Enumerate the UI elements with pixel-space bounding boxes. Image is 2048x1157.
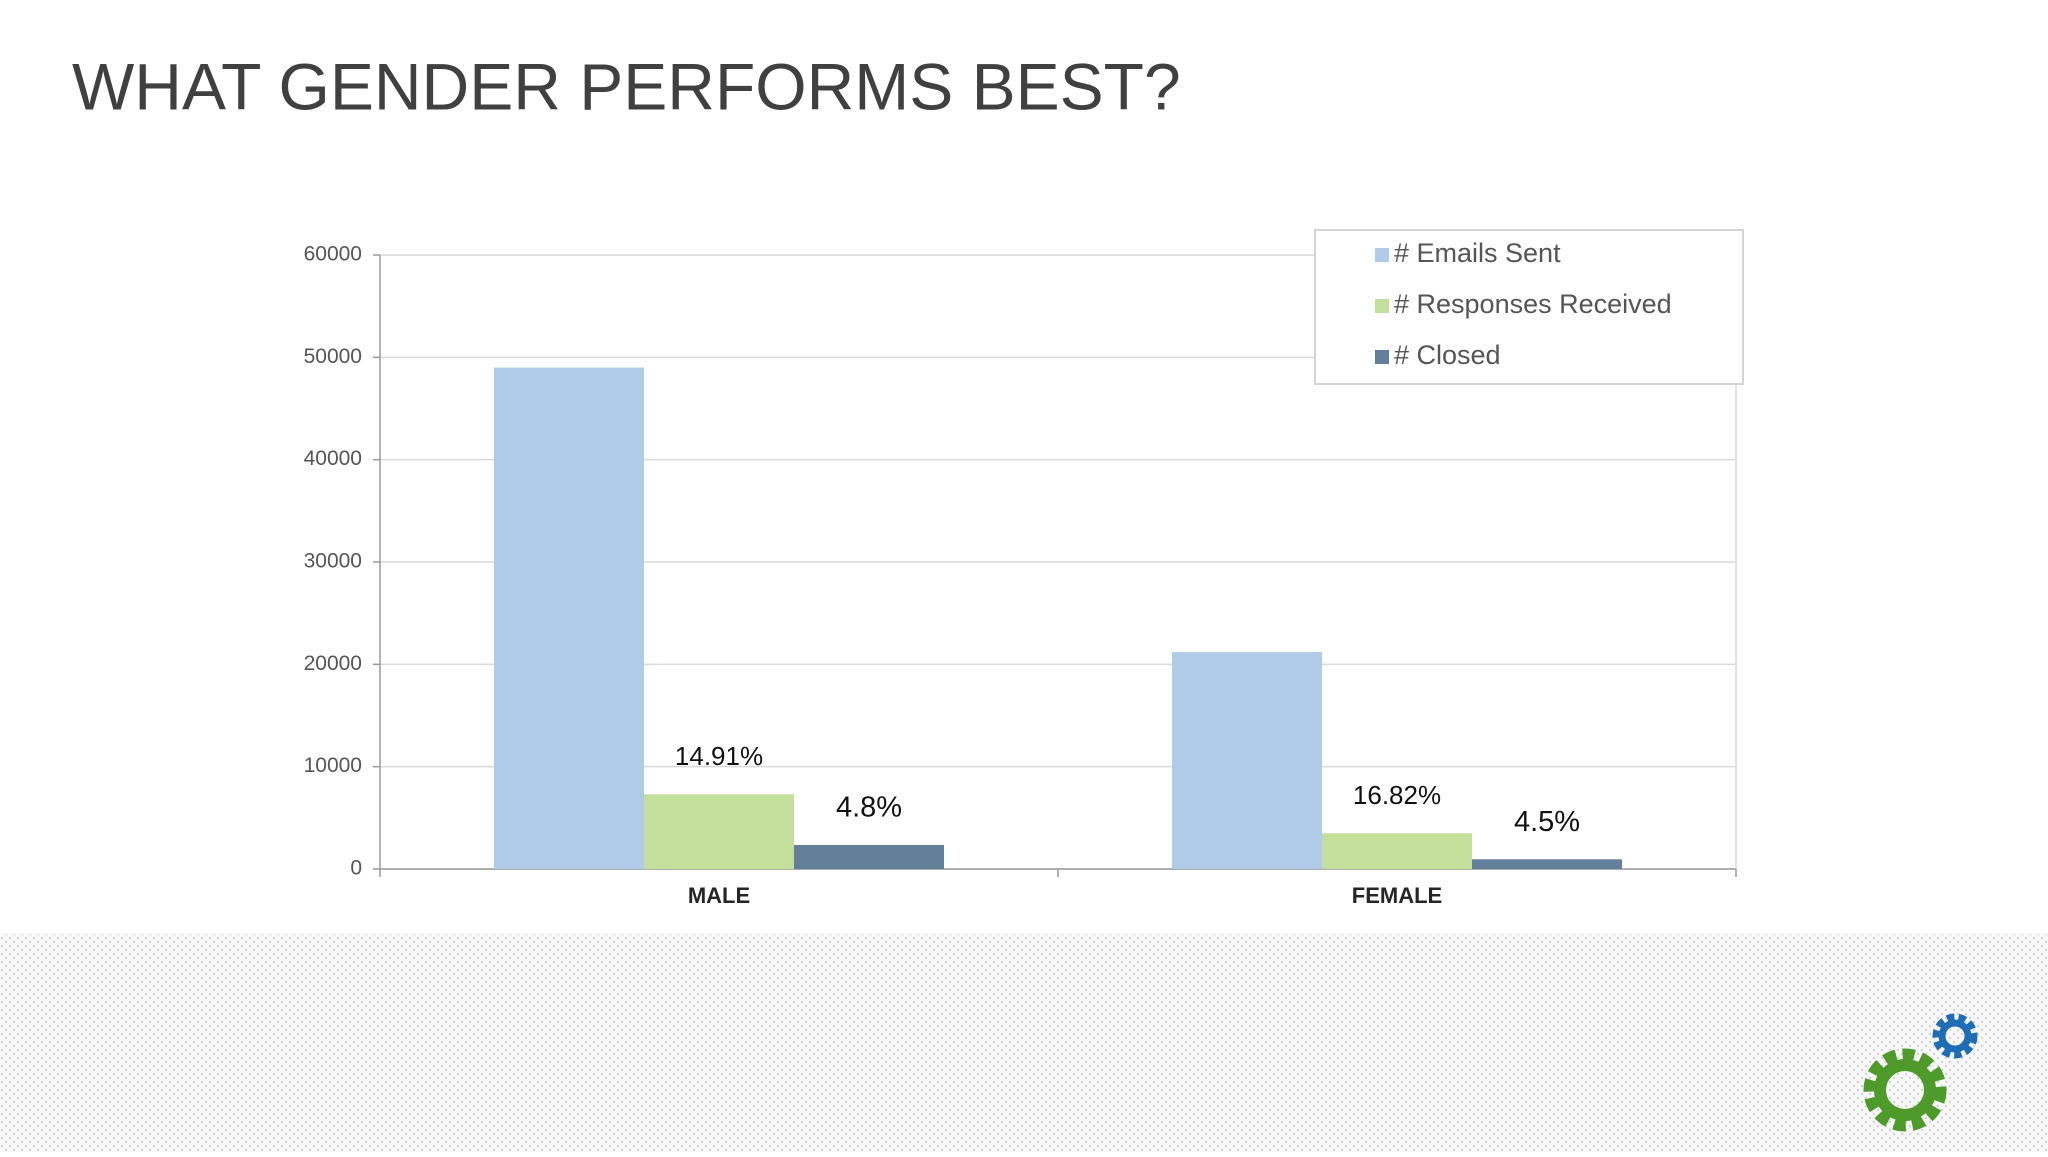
y-tick-label: 0 [350, 857, 362, 880]
y-tick-label: 20000 [304, 652, 362, 675]
bar [1172, 652, 1322, 869]
footer-pattern [0, 934, 2048, 1152]
x-tick-label: MALE [688, 883, 750, 908]
legend-swatch [1375, 248, 1389, 262]
legend-swatch [1375, 299, 1389, 313]
bar [1322, 833, 1472, 869]
legend-label: # Emails Sent [1394, 238, 1561, 268]
legend-swatch [1375, 350, 1389, 364]
y-tick-label: 10000 [304, 754, 362, 777]
y-tick-label: 40000 [304, 447, 362, 470]
bar [644, 794, 794, 869]
y-tick-label: 50000 [304, 345, 362, 368]
annotation: 14.91% [675, 741, 763, 771]
annotation: 16.82% [1353, 780, 1441, 810]
chart-title: WHAT GENDER PERFORMS BEST? [72, 49, 1181, 123]
x-tick-label: FEMALE [1352, 883, 1442, 908]
legend-label: # Responses Received [1394, 289, 1672, 319]
y-tick-label: 30000 [304, 550, 362, 573]
y-tick-label: 60000 [304, 243, 362, 266]
bar [794, 844, 944, 869]
bar [1472, 859, 1622, 869]
legend-label: # Closed [1394, 340, 1501, 370]
annotation: 4.5% [1514, 806, 1580, 838]
bar [494, 367, 644, 869]
annotation: 4.8% [836, 792, 902, 824]
logo [1863, 1013, 1978, 1132]
